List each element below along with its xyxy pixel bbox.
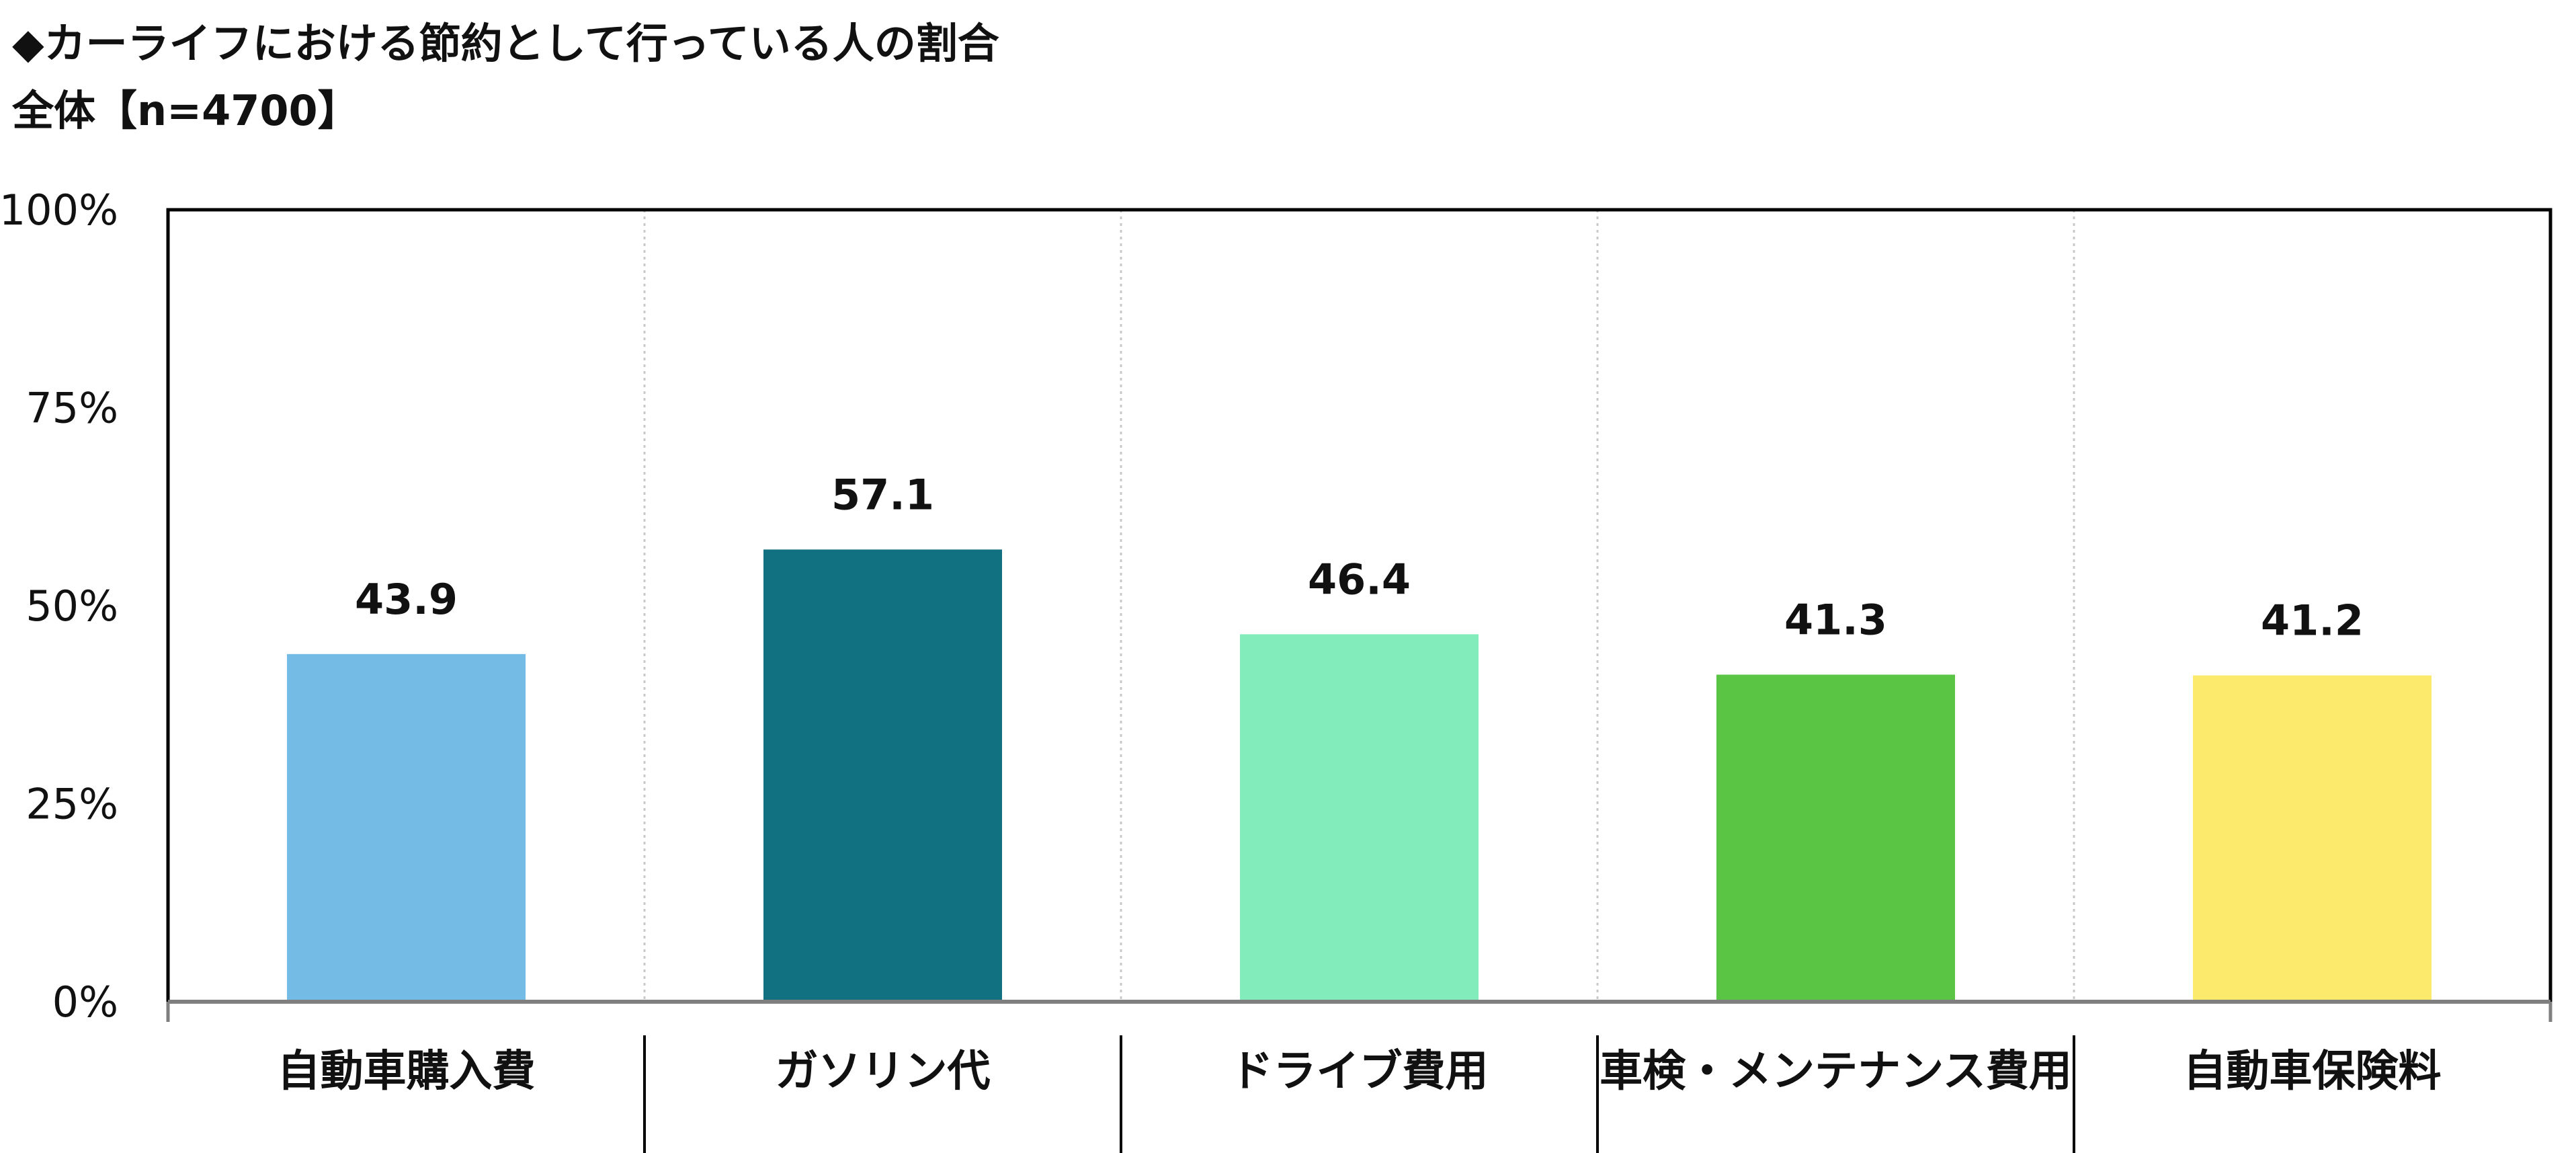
chart-header: ◆カーライフにおける節約として行っている人の割合 全体【n=4700】 xyxy=(12,7,999,141)
category-label: 自動車購入費 xyxy=(278,1047,536,1097)
y-tick-label: 25% xyxy=(26,780,118,829)
bar xyxy=(1716,674,1955,1002)
bar xyxy=(2193,675,2432,1002)
y-tick-label: 75% xyxy=(26,384,118,433)
bar xyxy=(287,653,526,1002)
y-tick-label: 100% xyxy=(0,186,118,235)
bar xyxy=(1240,634,1479,1002)
chart-title: ◆カーライフにおける節約として行っている人の割合 xyxy=(12,19,999,68)
chart-subtitle: 全体【n=4700】 xyxy=(12,86,360,135)
data-label: 41.3 xyxy=(1784,595,1887,644)
data-label: 46.4 xyxy=(1308,555,1411,604)
y-tick-label: 0% xyxy=(52,978,118,1027)
data-label: 41.2 xyxy=(2261,596,2364,645)
category-label: 自動車保険料 xyxy=(2184,1047,2442,1097)
category-label: ドライブ費用 xyxy=(1231,1047,1489,1097)
category-label: ガソリン代 xyxy=(776,1047,991,1097)
category-label: 車検・メンテナンス費用 xyxy=(1599,1047,2072,1097)
bar xyxy=(763,549,1002,1002)
data-label: 43.9 xyxy=(355,575,458,624)
y-tick-label: 50% xyxy=(26,582,118,631)
data-label: 57.1 xyxy=(831,470,934,519)
